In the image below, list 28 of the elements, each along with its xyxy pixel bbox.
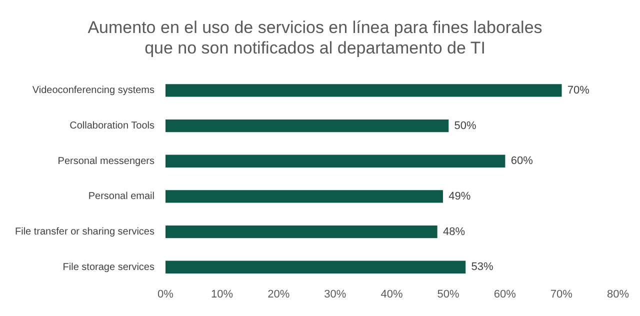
y-tick-label: File storage services: [62, 262, 154, 273]
x-tick-label: 0%: [158, 288, 174, 300]
y-tick-label: Personal email: [88, 191, 154, 202]
x-tick-label: 40%: [380, 288, 403, 300]
x-tick-label: 50%: [437, 288, 460, 300]
bar: [165, 84, 562, 97]
bar: [165, 190, 443, 203]
data-label: 60%: [510, 155, 534, 168]
y-tick-label: File transfer or sharing services: [14, 226, 154, 238]
x-tick-label: 20%: [268, 288, 290, 300]
y-tick-label: Videoconferencing systems: [32, 85, 154, 96]
data-label: 50%: [454, 120, 477, 132]
x-tick-label: 10%: [211, 288, 234, 300]
data-label: 48%: [442, 226, 466, 238]
y-tick-label: Personal messengers: [58, 156, 154, 167]
data-label: 49%: [448, 190, 471, 202]
bar: [165, 119, 449, 132]
y-tick-label: Collaboration Tools: [70, 120, 154, 132]
x-tick-label: 80%: [606, 288, 630, 300]
data-label: 70%: [567, 84, 590, 96]
chart-title: Aumento en el uso de servicios en línea para fines laborales que no son notificados al departamento de TI: [88, 18, 542, 58]
x-tick-label: 30%: [324, 288, 346, 300]
bar: [165, 154, 506, 168]
data-label: 53%: [471, 261, 494, 274]
bar: [165, 225, 438, 238]
bar: [165, 260, 466, 274]
x-tick-label: 60%: [494, 288, 516, 300]
x-tick-label: 70%: [550, 288, 573, 300]
